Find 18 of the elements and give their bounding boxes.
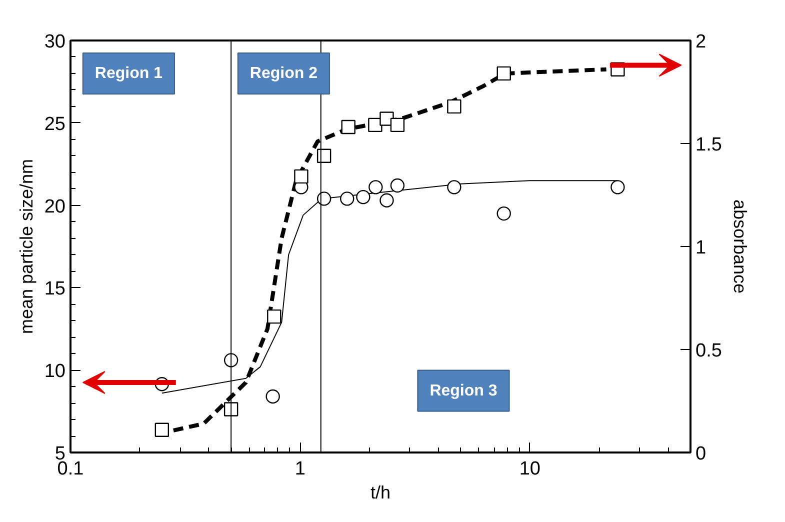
- y2-tick-label: 0: [696, 444, 706, 464]
- y-tick-label: 20: [44, 196, 66, 218]
- x-tick-label: 1: [294, 458, 306, 480]
- annotation: Region 1: [94, 65, 163, 82]
- x-tick-label: 10: [519, 458, 541, 480]
- y2-axis-title: absorbance: [730, 199, 750, 294]
- y-tick-label: 25: [44, 114, 66, 135]
- y-tick-label: 10: [44, 361, 66, 382]
- y2-tick-label: 1: [696, 238, 706, 258]
- y-axis-title: mean particle size/nm: [16, 158, 36, 334]
- y2-tick-label: 1.5: [696, 134, 722, 156]
- y-tick-label: 15: [44, 278, 66, 300]
- x-axis-title: t/h: [370, 482, 391, 502]
- y2-tick-label: 2: [696, 32, 706, 52]
- y-tick-label: 30: [44, 32, 66, 52]
- y2-tick-label: 0.5: [696, 340, 722, 362]
- annotation: Region 3: [430, 382, 498, 400]
- annotation: Region 2: [250, 65, 318, 82]
